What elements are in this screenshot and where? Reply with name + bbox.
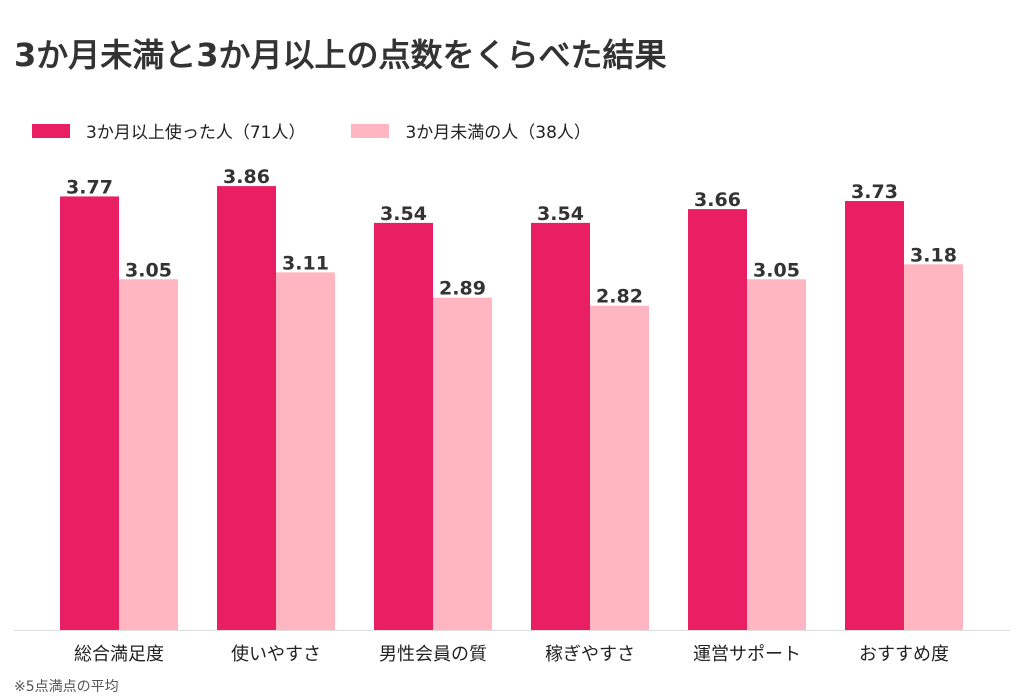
bar-series-2-cat-6 [904, 264, 963, 630]
legend-item-series-2: 3か月未満の人（38人） [351, 118, 591, 143]
data-label-series-1-cat-3: 3.54 [380, 203, 427, 225]
bar-series-2-cat-4 [590, 305, 649, 630]
category-label-2: 使いやすさ [231, 644, 321, 665]
legend-item-series-1: 3か月以上使った人（71人） [32, 118, 305, 143]
bar-series-1-cat-5 [688, 209, 747, 630]
category-label-1: 総合満足度 [74, 644, 164, 665]
data-label-series-1-cat-5: 3.66 [694, 189, 741, 211]
legend-swatch-series-1 [32, 123, 70, 138]
data-label-series-2-cat-6: 3.18 [910, 244, 957, 266]
bar-series-2-cat-2 [276, 272, 335, 630]
legend: 3か月以上使った人（71人） 3か月未満の人（38人） [32, 118, 637, 143]
bar-series-1-cat-4 [531, 222, 590, 630]
category-label-6: おすすめ度 [859, 644, 949, 665]
bar-series-2-cat-1 [119, 279, 178, 630]
bar-series-1-cat-2 [217, 186, 276, 630]
chart-note: ※5点満点の平均 [14, 679, 119, 695]
bar-series-2-cat-5 [747, 279, 806, 630]
category-label-5: 運営サポート [693, 644, 801, 665]
data-label-series-2-cat-2: 3.11 [282, 252, 329, 274]
bar-series-1-cat-6 [845, 201, 904, 631]
legend-swatch-series-2 [351, 123, 390, 138]
data-label-series-2-cat-1: 3.05 [125, 259, 172, 281]
chart-title: 3か月未満と3か月以上の点数をくらべた結果 [14, 36, 667, 74]
data-label-series-2-cat-3: 2.89 [439, 278, 486, 300]
bar-series-1-cat-1 [60, 196, 119, 630]
category-label-4: 稼ぎやすさ [545, 644, 635, 665]
data-label-series-1-cat-1: 3.77 [66, 176, 113, 198]
data-label-series-1-cat-4: 3.54 [537, 203, 584, 225]
data-label-series-2-cat-4: 2.82 [596, 286, 643, 308]
legend-label-series-1: 3か月以上使った人（71人） [86, 123, 306, 143]
bar-series-2-cat-3 [433, 297, 492, 630]
category-label-3: 男性会員の質 [379, 644, 487, 665]
legend-label-series-2: 3か月未満の人（38人） [405, 123, 591, 143]
bar-series-1-cat-3 [374, 222, 433, 630]
data-label-series-1-cat-2: 3.86 [223, 166, 270, 188]
data-label-series-1-cat-6: 3.73 [851, 181, 898, 203]
data-label-series-2-cat-5: 3.05 [753, 259, 800, 281]
